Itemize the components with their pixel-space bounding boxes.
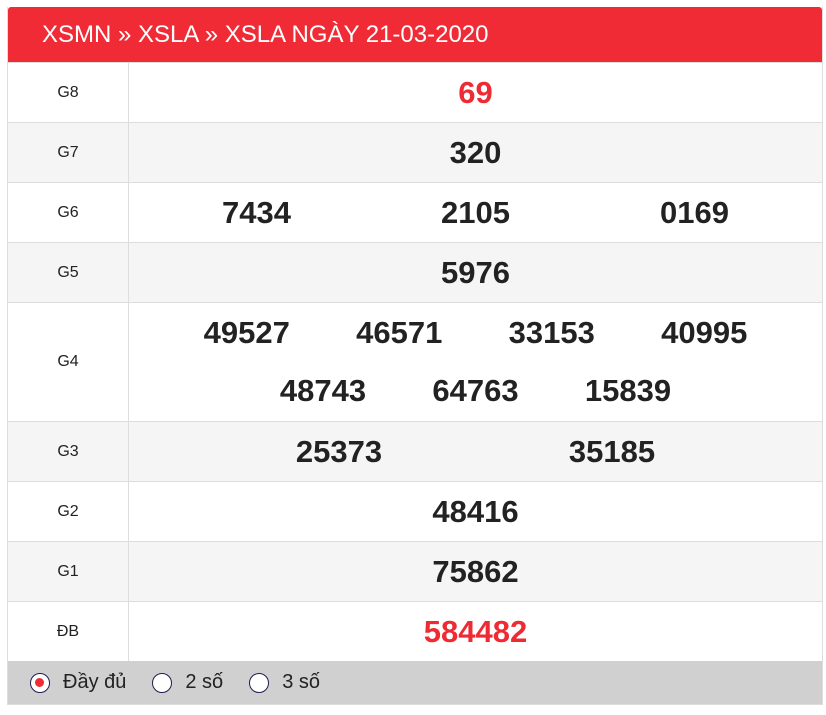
prize-number: 15839: [584, 373, 672, 408]
prize-label: G1: [8, 541, 129, 602]
prize-number: 40995: [661, 315, 748, 350]
prize-label: ĐB: [8, 601, 129, 661]
page-title: XSMN » XSLA » XSLA NGÀY 21-03-2020: [8, 7, 822, 62]
prize-label: G8: [8, 62, 129, 123]
prize-label: G3: [8, 421, 129, 482]
prize-number: 75862: [432, 553, 519, 589]
prize-row-special: ĐB 584482: [8, 601, 822, 661]
display-mode-options: Đầy đủ 2 số 3 số: [8, 661, 822, 704]
option-full[interactable]: Đầy đủ: [30, 671, 126, 694]
radio-selected-icon[interactable]: [30, 672, 50, 693]
special-prize-number: 584482: [423, 613, 528, 649]
prize-number: 48416: [432, 493, 519, 529]
prize-number: 0169: [660, 194, 729, 230]
prize-label: G5: [8, 242, 129, 303]
prize-row-g2: G2 48416: [8, 481, 822, 542]
option-label: 3 số: [282, 671, 320, 693]
prize-number: 2105: [441, 194, 510, 230]
prize-number: 320: [449, 134, 502, 170]
prize-row-g1: G1 75862: [8, 541, 822, 602]
prize-number: 5976: [441, 254, 510, 290]
prize-label: G6: [8, 182, 129, 243]
prize-label: G7: [8, 122, 129, 183]
prize-number: 7434: [222, 194, 291, 230]
option-2-digits[interactable]: 2 số: [152, 671, 223, 694]
prize-number: 46571: [356, 315, 443, 350]
prize-number: 33153: [508, 315, 595, 350]
prize-row-g3: G3 25373 35185: [8, 421, 822, 482]
radio-icon[interactable]: [249, 672, 270, 693]
prize-label: G4: [8, 302, 129, 422]
prize-row-g4: G4 49527 46571 33153 40995 48743 64763 1…: [8, 302, 822, 422]
prize-number: 35185: [568, 433, 656, 469]
prize-row-g7: G7 320: [8, 122, 822, 183]
prize-number: 49527: [203, 315, 290, 350]
prize-number: 69: [458, 74, 493, 110]
option-label: 2 số: [185, 671, 224, 693]
prize-row-g6: G6 7434 2105 0169: [8, 182, 822, 243]
results-table: G8 69 G7 320 G6 7434 2105 0169 G5 5976 G…: [8, 62, 822, 661]
prize-number: 25373: [295, 433, 383, 469]
option-3-digits[interactable]: 3 số: [249, 671, 320, 694]
results-panel: XSMN » XSLA » XSLA NGÀY 21-03-2020 G8 69…: [7, 7, 823, 705]
option-label: Đầy đủ: [63, 671, 127, 693]
prize-number: 64763: [432, 373, 519, 408]
prize-row-g8: G8 69: [8, 62, 822, 123]
prize-label: G2: [8, 481, 129, 542]
prize-number: 48743: [279, 373, 367, 408]
prize-row-g5: G5 5976: [8, 242, 822, 303]
radio-icon[interactable]: [152, 672, 173, 693]
